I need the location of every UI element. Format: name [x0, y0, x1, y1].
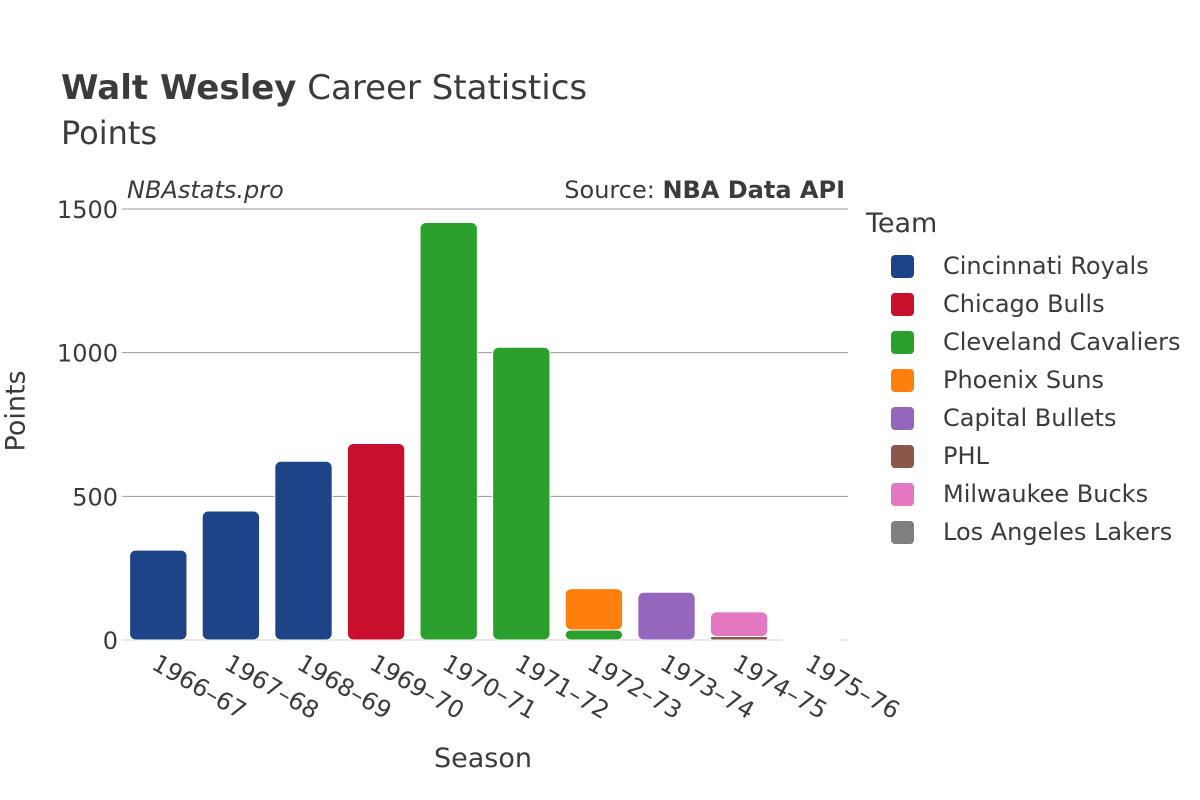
bar-chicago-bulls-3[interactable]	[346, 442, 406, 641]
chart-subtitle: Points	[61, 114, 158, 152]
legend-title: Team	[866, 208, 938, 239]
legend-label: Capital Bullets	[943, 404, 1117, 432]
y-tick-label: 500	[72, 483, 118, 511]
legend-item-phoenix-suns[interactable]: Phoenix Suns	[866, 361, 1180, 399]
source-name: NBA Data API	[662, 176, 845, 204]
bar-cincinnati-royals-0[interactable]	[129, 549, 188, 641]
bar-cincinnati-royals-2[interactable]	[274, 460, 333, 641]
legend-swatch	[891, 254, 914, 278]
legend-label: Phoenix Suns	[943, 366, 1105, 394]
legend-item-los-angeles-lakers[interactable]: Los Angeles Lakers	[866, 513, 1180, 551]
bar-cleveland-cavaliers-4[interactable]	[419, 222, 478, 641]
bar-milwaukee-bucks-8[interactable]	[709, 611, 769, 638]
source-credit: Source: NBA Data API	[564, 176, 845, 204]
legend-swatch	[891, 444, 914, 468]
y-axis-label: Points	[0, 370, 32, 452]
chart-title: Walt Wesley Career Statistics	[61, 66, 587, 110]
legend-swatch	[891, 406, 914, 430]
bar-cincinnati-royals-1[interactable]	[201, 510, 261, 641]
legend-item-phl[interactable]: PHL	[866, 437, 1180, 475]
bar-phl-8[interactable]	[709, 636, 769, 641]
legend: Team Cincinnati Royals Chicago Bulls Cleve…	[866, 208, 1180, 551]
legend-swatch	[891, 482, 914, 506]
legend-item-cleveland-cavaliers[interactable]: Cleveland Cavaliers	[866, 323, 1180, 361]
y-tick-label: 1000	[57, 340, 118, 368]
bar-capital-bullets-7[interactable]	[637, 591, 696, 641]
legend-label: Milwaukee Bucks	[943, 480, 1149, 508]
source-prefix: Source:	[564, 176, 663, 204]
legend-item-capital-bullets[interactable]: Capital Bullets	[866, 399, 1180, 437]
x-axis-label: Season	[434, 743, 532, 774]
legend-item-milwaukee-bucks[interactable]: Milwaukee Bucks	[866, 475, 1180, 513]
legend-items: Cincinnati Royals Chicago Bulls Cleveland …	[866, 247, 1180, 551]
watermark: NBAstats.pro	[127, 176, 284, 204]
y-tick-label: 0	[103, 627, 118, 655]
bar-cleveland-cavaliers-5[interactable]	[492, 346, 551, 641]
legend-swatch	[891, 368, 914, 392]
title-suffix: Career Statistics	[296, 68, 588, 108]
legend-label: Los Angeles Lakers	[943, 518, 1173, 546]
legend-item-cincinnati-royals[interactable]: Cincinnati Royals	[866, 247, 1180, 285]
legend-label: Cincinnati Royals	[943, 252, 1149, 280]
bar-phoenix-suns-6[interactable]	[564, 588, 624, 631]
legend-label: Chicago Bulls	[943, 290, 1105, 318]
legend-label: Cleveland Cavaliers	[943, 328, 1181, 356]
legend-swatch	[891, 330, 914, 354]
legend-label: PHL	[943, 442, 989, 470]
bar-cleveland-cavaliers-6[interactable]	[564, 629, 624, 641]
legend-swatch	[891, 292, 914, 316]
player-name: Walt Wesley	[61, 68, 297, 108]
legend-item-chicago-bulls[interactable]: Chicago Bulls	[866, 285, 1180, 323]
bar-los-angeles-lakers-9[interactable]	[782, 638, 841, 641]
legend-swatch	[891, 520, 914, 544]
y-tick-label: 1500	[57, 196, 118, 224]
